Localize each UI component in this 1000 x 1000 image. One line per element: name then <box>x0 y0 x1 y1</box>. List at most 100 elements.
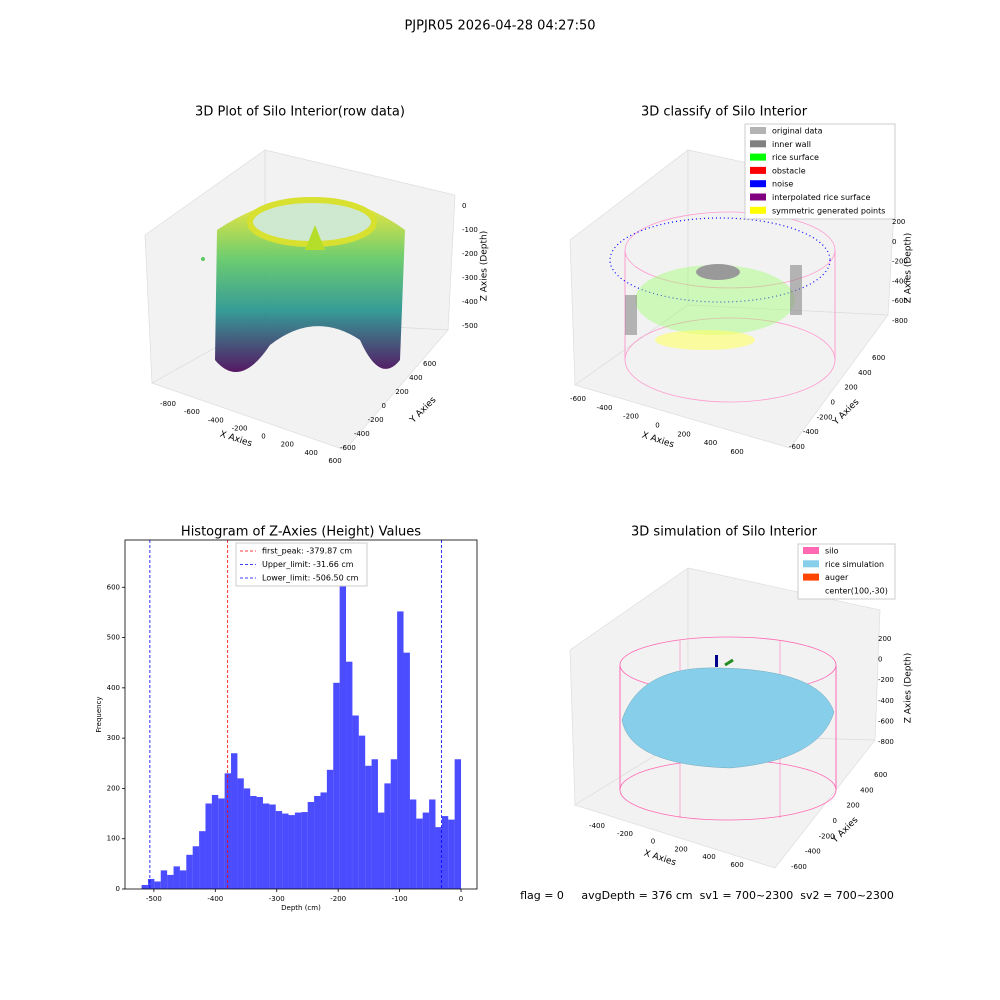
legend-label: Upper_limit: -31.66 cm <box>262 560 354 569</box>
y-tick-label: 400 <box>107 684 120 692</box>
bar <box>294 812 302 889</box>
y-tick-label: 300 <box>107 734 120 742</box>
legend-swatch <box>803 547 819 554</box>
bar <box>429 799 436 889</box>
rice-surface <box>635 265 795 335</box>
auger <box>715 655 718 667</box>
title: 3D classify of Silo Interior <box>641 105 808 120</box>
z-tick-label: 200 <box>892 218 905 226</box>
legend-swatch <box>750 206 766 214</box>
title: 3D simulation of Silo Interior <box>631 525 818 540</box>
x-tick-label: -600 <box>184 408 200 416</box>
bar <box>416 818 423 889</box>
z-tick-label: 0 <box>462 202 466 210</box>
y-tick-label: 0 <box>831 399 835 407</box>
z-tick-label: -400 <box>462 298 478 306</box>
x-tick-label: 600 <box>328 457 341 465</box>
point-cloud <box>215 197 405 372</box>
bar <box>435 827 442 889</box>
bar <box>333 682 340 889</box>
z-tick-label: 0 <box>878 656 882 664</box>
z-tick-label: -200 <box>892 258 908 266</box>
x-tick-label: 200 <box>281 441 294 449</box>
inner-wall <box>625 295 637 335</box>
y-tick-label: -600 <box>789 443 805 451</box>
z-tick-label: -400 <box>878 697 894 705</box>
y-tick-label: 400 <box>860 786 873 794</box>
x-tick-label: 0 <box>261 433 265 441</box>
bar <box>211 794 219 889</box>
x-tick-label: 0 <box>655 422 659 430</box>
bar <box>352 715 359 889</box>
legend-label: inner wall <box>772 140 811 149</box>
x-tick-label: -100 <box>392 895 408 903</box>
y-tick-label: 200 <box>107 784 120 792</box>
bar <box>441 816 449 889</box>
axes-frame <box>124 539 478 890</box>
legend-label: auger <box>825 573 849 582</box>
bar <box>288 815 295 889</box>
center-peak <box>305 225 325 250</box>
bar <box>179 870 187 889</box>
bar <box>154 881 161 889</box>
legend-swatch <box>750 153 766 161</box>
bar <box>339 559 347 889</box>
x-label: Depth (cm) <box>281 904 321 912</box>
x-tick-label: -300 <box>269 895 285 903</box>
bar <box>384 783 391 889</box>
x-tick-label: 400 <box>702 853 715 861</box>
z-tick-label: -200 <box>878 676 894 684</box>
pane <box>574 304 889 449</box>
bar <box>371 759 378 889</box>
z-label: Z Axies (Depth) <box>480 231 490 302</box>
x-tick-label: -600 <box>570 395 586 403</box>
legend-label: rice simulation <box>825 560 884 569</box>
legend-swatch <box>750 193 766 201</box>
legend-label: silo <box>825 547 839 556</box>
y-tick-label: 0 <box>116 885 120 893</box>
bar <box>160 870 168 889</box>
x-tick-label: -200 <box>330 895 346 903</box>
bar <box>422 812 430 889</box>
y-tick-label: -600 <box>791 863 807 871</box>
bar <box>409 799 417 889</box>
y-tick-label: 400 <box>858 369 871 377</box>
z-tick-label: -300 <box>462 274 478 282</box>
legend-label: center(100,-30) <box>825 586 888 595</box>
y-tick-label: 0 <box>382 402 386 410</box>
symmetric-points <box>655 330 755 350</box>
y-tick-label: 100 <box>107 835 120 843</box>
bar <box>454 759 462 889</box>
x-tick-label: -400 <box>589 822 605 830</box>
bar <box>199 831 206 889</box>
bar <box>205 803 212 889</box>
legend-swatch <box>750 127 766 134</box>
bar <box>307 802 315 889</box>
z-tick-label: -500 <box>462 322 478 330</box>
bar <box>358 735 366 889</box>
inner-wall <box>696 264 740 280</box>
y-tick-label: 0 <box>833 817 837 825</box>
x-tick-label: -500 <box>146 895 162 903</box>
y-tick-label: -400 <box>354 430 370 438</box>
legend-label: rice surface <box>772 153 819 162</box>
noise-ring <box>609 217 831 303</box>
suptitle: PJPJR05 2026-04-28 04:27:50 <box>404 19 595 34</box>
bar <box>346 661 353 889</box>
x-tick-label: -400 <box>208 416 224 424</box>
y-tick-label: 600 <box>872 354 885 362</box>
y-tick-label: -400 <box>803 428 819 436</box>
center-marker <box>724 658 734 667</box>
y-tick-label: 600 <box>107 583 120 591</box>
plot-classify: 3D classify of Silo Interior X Axies Y A… <box>569 105 914 450</box>
x-tick-label: 0 <box>651 838 655 846</box>
z-tick-label: 0 <box>892 238 896 246</box>
y-tick-label: -200 <box>368 416 384 424</box>
y-tick-label: 600 <box>874 771 887 779</box>
legend-swatch <box>803 573 819 581</box>
y-label: Frequency <box>95 696 103 732</box>
bar <box>186 854 193 889</box>
bar <box>448 819 455 889</box>
legend-swatch <box>750 166 766 174</box>
x-tick-label: -200 <box>623 413 639 421</box>
